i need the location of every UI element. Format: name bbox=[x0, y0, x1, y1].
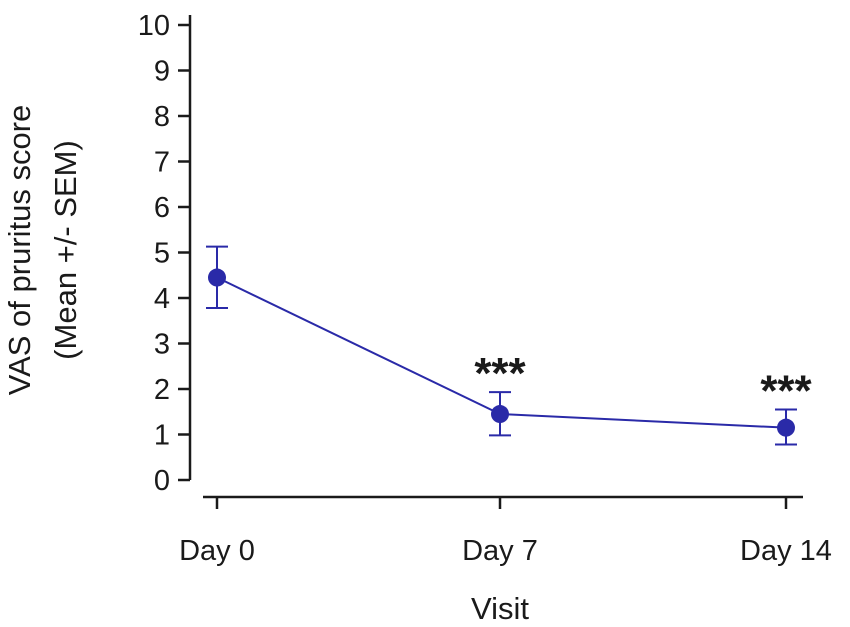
y-tick-label: 4 bbox=[154, 283, 170, 315]
y-tick-label: 8 bbox=[154, 101, 170, 133]
y-tick-label: 10 bbox=[138, 10, 170, 42]
y-tick-label: 9 bbox=[154, 56, 170, 88]
significance-label: *** bbox=[474, 349, 526, 398]
y-tick-label: 0 bbox=[154, 465, 170, 497]
data-point bbox=[491, 405, 509, 424]
y-axis-title-line-1: VAS of pruritus score bbox=[2, 105, 37, 396]
data-point bbox=[208, 268, 226, 287]
y-axis-title-line-2: (Mean +/- SEM) bbox=[48, 140, 83, 360]
x-tick-label: Day 0 bbox=[179, 535, 255, 567]
y-tick-label: 7 bbox=[154, 147, 170, 179]
x-axis-title: Visit bbox=[471, 591, 529, 626]
significance-label: *** bbox=[760, 366, 812, 415]
y-tick-label: 3 bbox=[154, 329, 170, 361]
y-tick-label: 2 bbox=[154, 374, 170, 406]
x-tick-label: Day 14 bbox=[740, 535, 832, 567]
y-axis: 0 1 2 3 4 5 6 7 8 9 10 bbox=[138, 10, 192, 497]
x-tick-label: Day 7 bbox=[462, 535, 538, 567]
data-point bbox=[777, 418, 795, 437]
y-tick-label: 1 bbox=[154, 420, 170, 452]
y-tick-label: 6 bbox=[154, 192, 170, 224]
x-axis: Day 0 Day 7 Day 14 bbox=[179, 495, 832, 567]
plot-area: *** *** bbox=[206, 245, 813, 446]
y-tick-label: 5 bbox=[154, 238, 170, 270]
